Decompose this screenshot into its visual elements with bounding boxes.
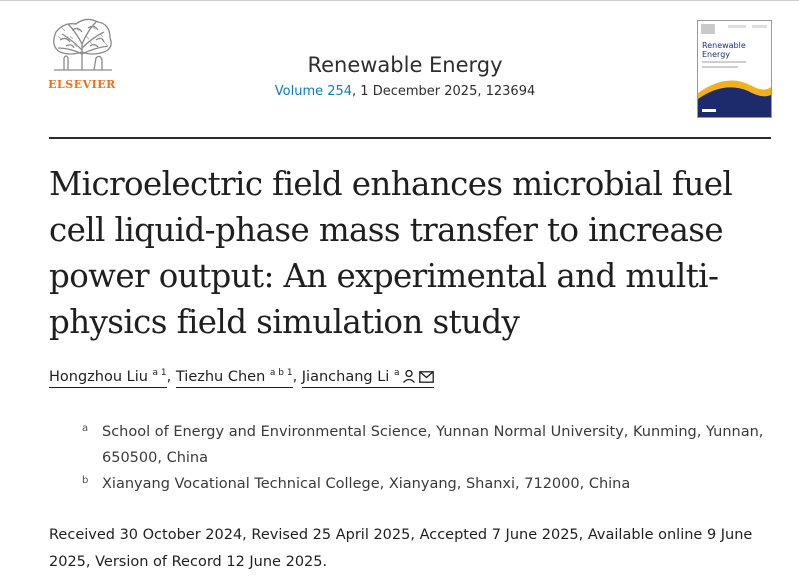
author-affil-marks: a [393, 368, 400, 378]
affiliation: a School of Energy and Environmental Sci… [82, 419, 772, 471]
header-divider [49, 137, 771, 139]
person-icon [403, 369, 416, 383]
affiliation-mark: b [82, 475, 89, 486]
author-name: Tiezhu Chen [175, 369, 266, 385]
volume-link[interactable]: Volume 254 [274, 84, 353, 99]
cover-art [698, 21, 771, 117]
journal-name[interactable]: Renewable Energy [307, 53, 503, 77]
affiliation: b Xianyang Vocational Technical College,… [82, 471, 772, 497]
affiliation-list: a School of Energy and Environmental Sci… [82, 419, 772, 497]
author-list: Hongzhou Liu a 1, Tiezhu Chen a b 1, Jia… [49, 368, 435, 388]
affiliation-mark: a [82, 423, 89, 434]
author-affil-marks: a 1 [152, 368, 167, 378]
top-rule [0, 0, 799, 1]
journal-issue: Volume 254, 1 December 2025, 123694 [200, 84, 610, 99]
author-link[interactable]: Hongzhou Liu a 1 [49, 368, 167, 388]
elsevier-tree-icon [51, 18, 113, 71]
elsevier-logo[interactable]: ELSEVIER [46, 14, 118, 94]
journal-header: Renewable Energy Volume 254, 1 December … [200, 50, 610, 99]
author-affil-marks: a b 1 [269, 368, 293, 378]
envelope-icon [419, 371, 435, 383]
journal-cover[interactable]: Renewable Energy [697, 20, 772, 118]
author-name: Jianchang Li [301, 369, 390, 385]
author-link[interactable]: Tiezhu Chen a b 1 [175, 368, 293, 388]
elsevier-wordmark: ELSEVIER [48, 78, 116, 91]
article-history: Received 30 October 2024, Revised 25 Apr… [49, 527, 753, 570]
author-separator: , [166, 369, 172, 385]
issue-info: , 1 December 2025, 123694 [352, 84, 536, 99]
author-link[interactable]: Jianchang Li a [301, 368, 435, 388]
author-name: Hongzhou Liu [49, 369, 148, 385]
affiliation-text: School of Energy and Environmental Scien… [102, 424, 764, 466]
author-separator: , [292, 369, 298, 385]
affiliation-text: Xianyang Vocational Technical College, X… [102, 476, 631, 492]
cover-title: Renewable Energy [702, 41, 746, 59]
article-title: Microelectric field enhances microbial f… [49, 165, 733, 341]
